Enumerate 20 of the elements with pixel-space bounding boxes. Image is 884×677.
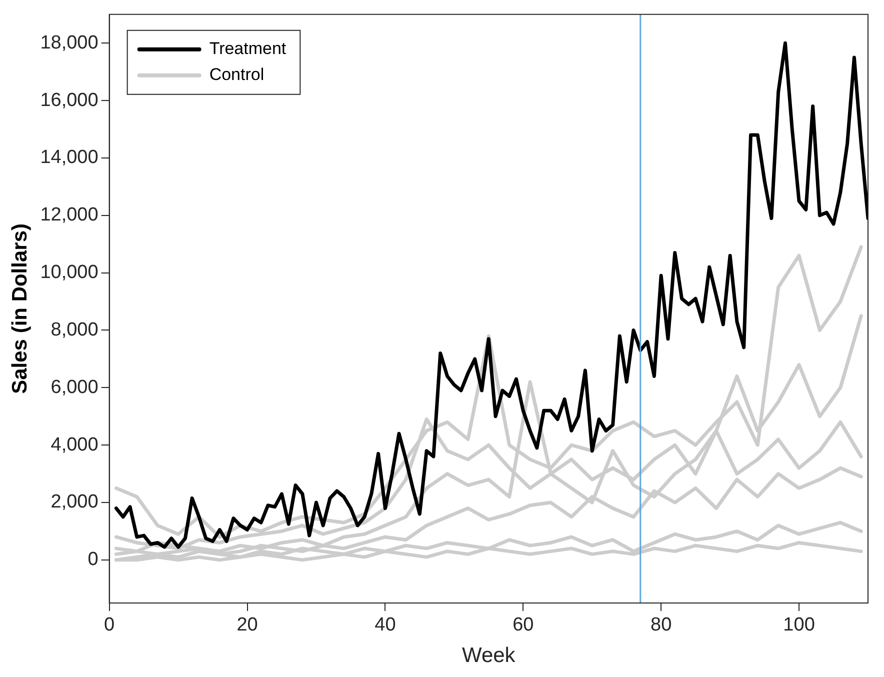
y-tick-label: 12,000 (40, 204, 98, 226)
x-axis-title: Week (462, 644, 516, 668)
x-tick-label: 60 (512, 614, 534, 636)
x-tick-label: 20 (236, 614, 258, 636)
y-tick-label: 16,000 (40, 90, 98, 111)
y-tick-label: 0 (88, 549, 98, 570)
legend-label: Treatment (209, 39, 286, 58)
y-tick-label: 14,000 (40, 147, 98, 168)
y-tick-label: 4,000 (50, 434, 98, 456)
x-tick-label: 0 (104, 614, 115, 636)
x-tick-label: 40 (374, 614, 396, 636)
y-tick-label: 2,000 (50, 492, 98, 513)
x-tick-label: 100 (783, 614, 815, 636)
y-tick-label: 6,000 (50, 376, 98, 398)
x-tick-label: 80 (650, 614, 672, 636)
legend-label: Control (209, 65, 264, 84)
y-tick-label: 18,000 (40, 32, 98, 54)
y-axis-title: Sales (in Dollars) (8, 224, 32, 394)
y-tick-label: 10,000 (40, 262, 98, 284)
y-tick-label: 8,000 (50, 319, 98, 340)
